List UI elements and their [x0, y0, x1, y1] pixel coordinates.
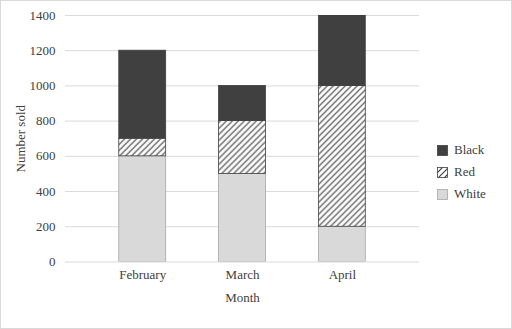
svg-text:March: March	[226, 267, 260, 282]
svg-text:Number sold: Number sold	[13, 105, 28, 173]
svg-text:400: 400	[36, 184, 55, 199]
svg-text:1200: 1200	[29, 43, 55, 58]
svg-text:April: April	[329, 267, 357, 282]
html-text:Red: Red	[454, 164, 475, 179]
svg-text:800: 800	[36, 113, 55, 128]
svg-text:0: 0	[49, 254, 55, 269]
svg-text:Month: Month	[225, 290, 260, 305]
svg-text:200: 200	[36, 219, 55, 234]
html-text:White: White	[454, 186, 486, 201]
svg-text:1400: 1400	[29, 8, 55, 23]
html-text:Black: Black	[454, 142, 485, 157]
svg-text:600: 600	[36, 148, 55, 163]
svg-text:February: February	[119, 267, 166, 282]
svg-text:1000: 1000	[29, 78, 55, 93]
